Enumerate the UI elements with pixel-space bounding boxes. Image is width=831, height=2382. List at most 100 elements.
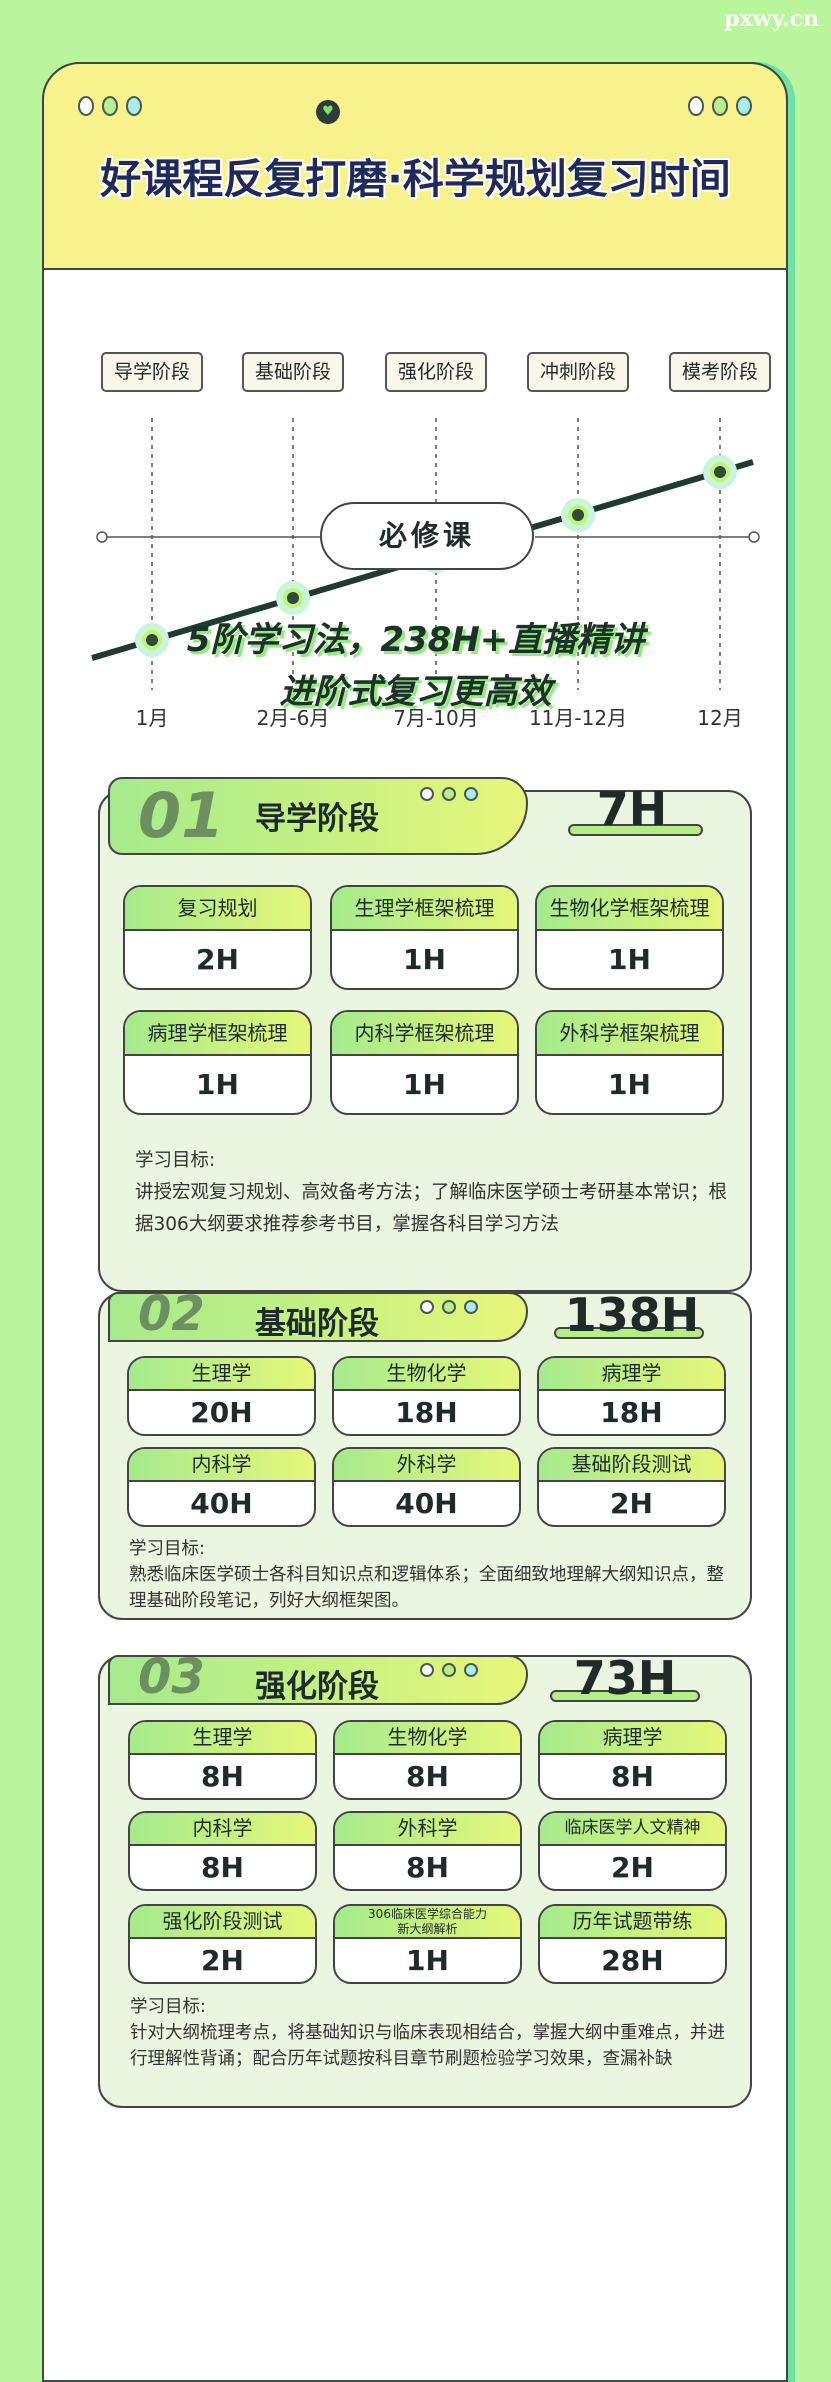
- course-hours: 1H: [403, 943, 446, 976]
- course-hours: 1H: [406, 1944, 449, 1977]
- month-label: 2月-6月: [256, 706, 330, 730]
- course-cell: 生物化学 8H: [333, 1720, 522, 1800]
- section-total: 138H: [564, 1288, 700, 1342]
- section-01-tab: 01 导学阶段: [108, 777, 528, 855]
- course-hours: 40H: [190, 1487, 253, 1520]
- course-cell: 内科学 40H: [127, 1447, 316, 1527]
- course-cell: 复习规划 2H: [123, 885, 312, 990]
- goal-body: 讲授宏观复习规划、高效备考方法；了解临床医学硕士考研基本常识；根据306大纲要求…: [135, 1182, 728, 1235]
- course-hours: 8H: [201, 1851, 244, 1884]
- section-total: 7H: [596, 782, 668, 836]
- course-cell: 基础阶段测试 2H: [537, 1447, 726, 1527]
- course-name: 病理学: [539, 1358, 724, 1391]
- month-label: 1月: [135, 706, 169, 730]
- course-name: 生物化学框架梳理: [537, 887, 722, 931]
- course-hours: 8H: [406, 1760, 449, 1793]
- section-number: 01: [138, 779, 225, 852]
- course-cell: 外科学框架梳理 1H: [535, 1010, 724, 1115]
- course-cell: 生物化学 18H: [332, 1356, 521, 1436]
- course-cell: 306临床医学综合能力新大纲解析 1H: [333, 1904, 522, 1984]
- course-name: 外科学: [334, 1449, 519, 1482]
- course-hours: 8H: [201, 1760, 244, 1793]
- course-cell: 临床医学人文精神 2H: [538, 1811, 727, 1891]
- course-name: 外科学框架梳理: [537, 1012, 722, 1056]
- course-name: 306临床医学综合能力新大纲解析: [335, 1906, 520, 1939]
- course-hours: 1H: [196, 1068, 239, 1101]
- goal-label: 学习目标:: [135, 1150, 216, 1171]
- course-cell: 病理学框架梳理 1H: [123, 1010, 312, 1115]
- course-cell: 内科学 8H: [128, 1811, 317, 1891]
- goal-text: 学习目标: 熟悉临床医学硕士各科目知识点和逻辑体系；全面细致地理解大纲知识点，整理…: [129, 1536, 734, 1614]
- course-cell: 强化阶段测试 2H: [128, 1904, 317, 1984]
- total-underline: [568, 824, 703, 836]
- course-name: 病理学: [540, 1722, 725, 1755]
- window-dots: [420, 1300, 478, 1314]
- course-cell: 生物化学框架梳理 1H: [535, 885, 724, 990]
- stage-label: 基础阶段: [242, 352, 344, 392]
- course-name: 病理学框架梳理: [125, 1012, 310, 1056]
- node: [135, 623, 169, 657]
- goal-label: 学习目标:: [129, 1539, 205, 1559]
- course-name: 生理学: [129, 1358, 314, 1391]
- course-cell: 内科学框架梳理 1H: [330, 1010, 519, 1115]
- goal-text: 学习目标: 讲授宏观复习规划、高效备考方法；了解临床医学硕士考研基本常识；根据30…: [135, 1145, 735, 1241]
- course-name: 内科学: [130, 1813, 315, 1846]
- month-label: 12月: [697, 706, 743, 730]
- section-number: 03: [138, 1649, 205, 1705]
- stage-label: 模考阶段: [669, 352, 771, 392]
- section-03-tab: 03 强化阶段: [108, 1649, 528, 1705]
- course-name: 历年试题带练: [540, 1906, 725, 1939]
- node: [703, 455, 737, 489]
- course-cell: 病理学 8H: [538, 1720, 727, 1800]
- course-name: 生理学框架梳理: [332, 887, 517, 931]
- course-hours: 1H: [403, 1068, 446, 1101]
- section-total: 73H: [573, 1651, 677, 1705]
- month-label: 11月-12月: [528, 706, 628, 730]
- headline-line2: 进阶式复习更高效: [279, 672, 552, 712]
- course-hours: 2H: [196, 943, 239, 976]
- window-dots-right: [688, 96, 752, 116]
- node: [276, 581, 310, 615]
- stage-label: 冲刺阶段: [527, 352, 629, 392]
- course-cell: 病理学 18H: [537, 1356, 726, 1436]
- section-number: 02: [138, 1286, 205, 1342]
- course-hours: 8H: [611, 1760, 654, 1793]
- goal-body: 熟悉临床医学硕士各科目知识点和逻辑体系；全面细致地理解大纲知识点，整理基础阶段笔…: [129, 1565, 724, 1611]
- course-hours: 20H: [190, 1396, 253, 1429]
- course-cell: 外科学 40H: [332, 1447, 521, 1527]
- course-name: 临床医学人文精神: [540, 1813, 725, 1846]
- course-cell: 外科学 8H: [333, 1811, 522, 1891]
- section-title: 基础阶段: [255, 1306, 379, 1342]
- course-hours: 2H: [610, 1487, 653, 1520]
- course-hours: 1H: [608, 943, 651, 976]
- course-name: 复习规划: [125, 887, 310, 931]
- course-hours: 40H: [395, 1487, 458, 1520]
- page-title: 好课程反复打磨·科学规划复习时间: [100, 155, 731, 203]
- course-hours: 18H: [600, 1396, 663, 1429]
- course-cell: 生理学框架梳理 1H: [330, 885, 519, 990]
- window-dots-left: [78, 96, 142, 116]
- section-title: 强化阶段: [255, 1669, 379, 1705]
- window-dots: [420, 787, 478, 801]
- course-name: 基础阶段测试: [539, 1449, 724, 1482]
- total-underline: [554, 1327, 704, 1339]
- course-name: 生理学: [130, 1722, 315, 1755]
- course-cell: 生理学 20H: [127, 1356, 316, 1436]
- course-name: 内科学框架梳理: [332, 1012, 517, 1056]
- course-name: 外科学: [335, 1813, 520, 1846]
- section-02-tab: 02 基础阶段: [108, 1286, 528, 1342]
- watermark: pxwy.cn: [724, 6, 819, 32]
- stage-label: 强化阶段: [385, 352, 487, 392]
- stage-label: 导学阶段: [101, 352, 203, 392]
- course-hours: 18H: [395, 1396, 458, 1429]
- total-underline: [550, 1690, 700, 1702]
- course-name: 生物化学: [334, 1358, 519, 1391]
- section-title: 导学阶段: [255, 801, 379, 837]
- goal-label: 学习目标:: [130, 1997, 206, 2017]
- window-dots: [420, 1663, 478, 1677]
- node: [561, 498, 595, 532]
- course-name: 生物化学: [335, 1722, 520, 1755]
- course-name: 强化阶段测试: [130, 1906, 315, 1939]
- header-banner: [42, 62, 788, 270]
- goal-text: 学习目标: 针对大纲梳理考点，将基础知识与临床表现相结合，掌握大纲中重难点，并进行…: [130, 1994, 735, 2072]
